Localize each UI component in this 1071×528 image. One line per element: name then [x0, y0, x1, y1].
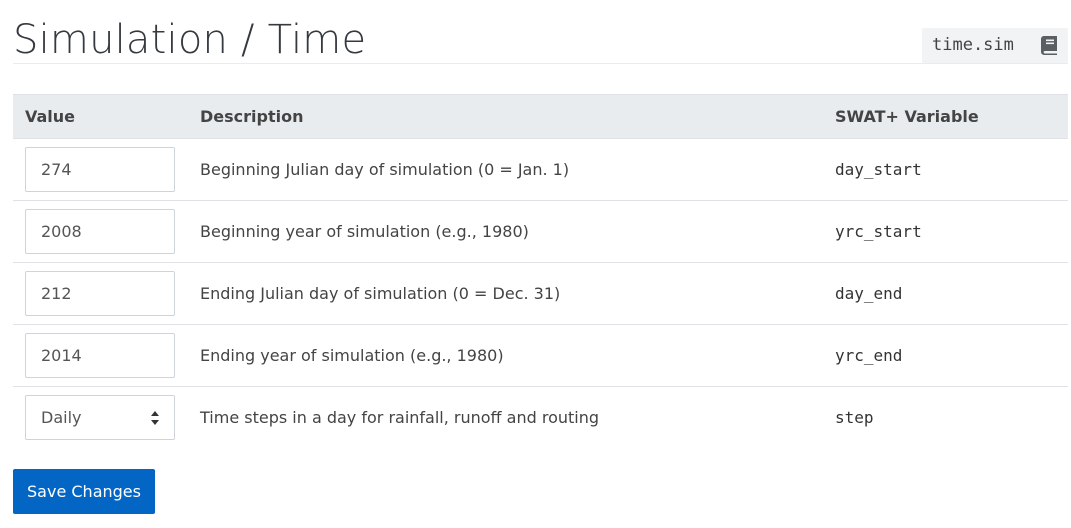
- description-text: Beginning Julian day of simulation (0 = …: [200, 160, 570, 179]
- day-end-input[interactable]: [25, 271, 175, 316]
- variable-cell: yrc_end: [823, 324, 1068, 387]
- description-text: Beginning year of simulation (e.g., 1980…: [200, 222, 529, 241]
- page-header: Simulation / Time time.sim: [13, 0, 1068, 64]
- table-row: Ending Julian day of simulation (0 = Dec…: [13, 262, 1068, 325]
- parameters-table: Value Description SWAT+ Variable Beginni…: [13, 94, 1068, 449]
- variable-cell: day_start: [823, 138, 1068, 201]
- book-icon[interactable]: [1041, 36, 1058, 55]
- file-badge[interactable]: time.sim: [922, 28, 1068, 63]
- table-row: Beginning year of simulation (e.g., 1980…: [13, 200, 1068, 263]
- table-row: Ending year of simulation (e.g., 1980) y…: [13, 324, 1068, 387]
- variable-name: day_end: [835, 284, 903, 303]
- description-text: Time steps in a day for rainfall, runoff…: [200, 408, 600, 428]
- description-cell: Ending Julian day of simulation (0 = Dec…: [188, 262, 823, 325]
- value-cell: [13, 138, 188, 201]
- column-header-value: Value: [13, 94, 188, 139]
- year-start-input[interactable]: [25, 209, 175, 254]
- page-title: Simulation / Time: [13, 17, 367, 63]
- description-text: Ending year of simulation (e.g., 1980): [200, 346, 504, 365]
- sort-arrows-icon: [151, 411, 159, 426]
- variable-name: yrc_end: [835, 346, 903, 365]
- table-header-row: Value Description SWAT+ Variable: [13, 94, 1068, 139]
- year-end-input[interactable]: [25, 333, 175, 378]
- variable-cell: step: [823, 387, 1068, 449]
- value-cell: Daily: [13, 387, 188, 449]
- table-row: Daily Time steps in a day for rainfall, …: [13, 387, 1068, 449]
- description-cell: Time steps in a day for rainfall, runoff…: [188, 387, 823, 449]
- file-name: time.sim: [932, 35, 1014, 55]
- column-header-description: Description: [188, 94, 823, 139]
- variable-name: step: [835, 408, 874, 428]
- variable-name: yrc_start: [835, 222, 922, 241]
- variable-cell: yrc_start: [823, 200, 1068, 263]
- value-cell: [13, 262, 188, 325]
- description-cell: Beginning Julian day of simulation (0 = …: [188, 138, 823, 201]
- step-select[interactable]: Daily: [25, 395, 175, 441]
- day-start-input[interactable]: [25, 147, 175, 192]
- value-cell: [13, 200, 188, 263]
- description-cell: Ending year of simulation (e.g., 1980): [188, 324, 823, 387]
- description-text: Ending Julian day of simulation (0 = Dec…: [200, 284, 561, 303]
- step-select-value: Daily: [41, 408, 82, 428]
- description-cell: Beginning year of simulation (e.g., 1980…: [188, 200, 823, 263]
- table-row: Beginning Julian day of simulation (0 = …: [13, 138, 1068, 201]
- save-changes-button[interactable]: Save Changes: [13, 469, 155, 514]
- column-header-variable: SWAT+ Variable: [823, 94, 1068, 139]
- value-cell: [13, 324, 188, 387]
- variable-name: day_start: [835, 160, 922, 179]
- variable-cell: day_end: [823, 262, 1068, 325]
